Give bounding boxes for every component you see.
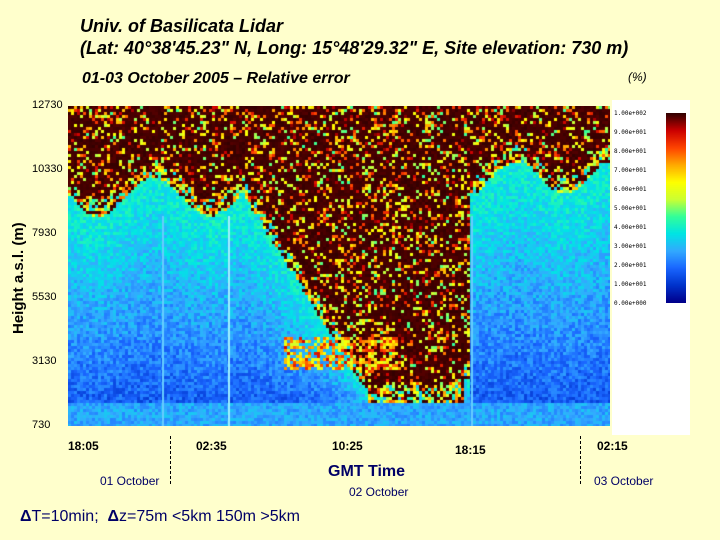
date-label-3: 03 October <box>594 474 654 488</box>
colorbar: 1.00e+002 9.00e+001 8.00e+001 7.00e+001 6.00… <box>612 100 690 435</box>
colorbar-tick-label: 7.00e+001 <box>614 167 647 174</box>
colorbar-tick-label: 2.00e+001 <box>614 262 647 269</box>
colorbar-tick-label: 0.00e+000 <box>614 300 647 307</box>
date-label-1: 01 October <box>100 474 160 488</box>
title-line-2: (Lat: 40°38'45.23" N, Long: 15°48'29.32"… <box>80 38 629 58</box>
colorbar-tick-label: 3.00e+001 <box>614 243 647 250</box>
colorbar-tick-label: 8.00e+001 <box>614 148 647 155</box>
y-tick-label: 10330 <box>32 163 63 175</box>
colorbar-tick-label: 1.00e+002 <box>614 110 647 117</box>
y-tick-label: 5530 <box>32 291 57 303</box>
delta-symbol-t: Δ <box>20 508 32 525</box>
time-resolution: T=10min; <box>31 508 99 525</box>
colorbar-tick-label: 9.00e+001 <box>614 129 647 136</box>
colorbar-tick-label: 5.00e+001 <box>614 205 647 212</box>
resolution-note: ΔT=10min; Δz=75m <5km 150m >5km <box>20 508 300 526</box>
x-axis-label: GMT Time <box>328 463 406 480</box>
colorbar-tick-label: 1.00e+001 <box>614 281 647 288</box>
y-axis-label: Height a.s.l. (m) <box>10 222 27 334</box>
x-tick-label: 02:35 <box>196 439 227 453</box>
date-label-2: 02 October <box>349 485 409 499</box>
delta-symbol-z: Δ <box>107 508 120 525</box>
y-tick-label: 3130 <box>32 355 57 367</box>
colorbar-gradient <box>666 113 686 303</box>
colorbar-unit: (%) <box>628 70 647 84</box>
y-tick-label: 12730 <box>32 99 63 111</box>
y-tick-label: 730 <box>32 419 51 431</box>
x-tick-label: 18:05 <box>68 439 99 453</box>
chart-subtitle: 01-03 October 2005 – Relative error <box>82 70 350 87</box>
x-tick-label: 18:15 <box>455 443 486 457</box>
x-tick-label: 02:15 <box>597 439 628 453</box>
day-separator-1 <box>170 436 171 484</box>
heatmap-plot <box>68 106 610 426</box>
y-tick-label: 7930 <box>32 227 57 239</box>
day-separator-2 <box>580 436 581 484</box>
x-tick-label: 10:25 <box>332 439 363 453</box>
colorbar-tick-label: 4.00e+001 <box>614 224 647 231</box>
vertical-resolution: z=75m <5km 150m >5km <box>119 508 300 525</box>
colorbar-tick-label: 6.00e+001 <box>614 186 647 193</box>
title-line-1: Univ. of Basilicata Lidar <box>80 16 284 36</box>
